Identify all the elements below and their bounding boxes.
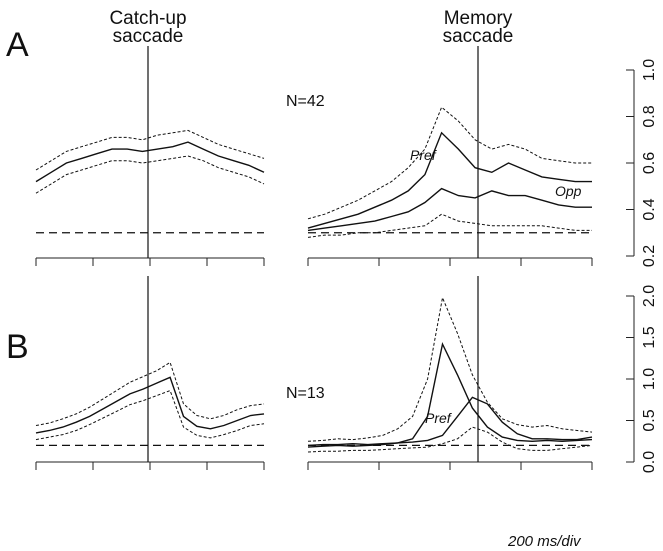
panel-b-y-tick-label: 0.0 <box>641 451 658 473</box>
panel-a-catchup-series-mean <box>35 141 265 183</box>
panel-a-memory-series-upper <box>307 106 592 220</box>
panel-b-memory-series-second <box>307 396 593 447</box>
panel-a-catchup-series-upper <box>35 129 265 171</box>
panel-b-n-label: N=13 <box>286 385 325 402</box>
panel-b-catchup-series-upper <box>35 361 265 426</box>
panel-a-memory-series-pref <box>307 131 592 229</box>
plot-layer: Pref Opp 0.2 0.4 0.6 0.8 1.0 Pref 0.0 0.5 1.0 1.5 2.… <box>35 46 658 473</box>
panel-b-y-tick-label: 2.0 <box>641 285 658 307</box>
panel-a-y-tick-label: 0.6 <box>641 152 658 174</box>
panel-b-memory-series-pref <box>307 341 593 448</box>
panel-b-memory-label-pref: Pref <box>425 410 453 426</box>
panel-b-memory-series-upper <box>307 295 593 442</box>
panel-a-memory-label-opp: Opp <box>555 183 582 199</box>
panel-a-y-tick-label: 1.0 <box>641 59 658 81</box>
panel-a-y-tick-label: 0.8 <box>641 105 658 127</box>
right-column-title: Memory saccade <box>443 8 514 47</box>
panel-b-letter: B <box>6 328 29 366</box>
panel-b-catchup-series-mean <box>35 376 265 434</box>
panel-b-y-tick-label: 1.5 <box>641 326 658 348</box>
panel-a-memory-label-pref: Pref <box>410 147 438 163</box>
panel-a-letter: A <box>6 26 29 64</box>
panel-b-memory-series-lower <box>307 426 593 453</box>
panel-a-catchup-series-lower <box>35 155 265 194</box>
panel-b-y-tick-label: 1.0 <box>641 368 658 390</box>
panel-a-n-label: N=42 <box>286 93 325 110</box>
panel-a-memory-series-opp <box>307 187 592 232</box>
panel-a-y-tick-label: 0.2 <box>641 245 658 267</box>
panel-b-catchup-series-lower <box>35 389 265 441</box>
left-column-title: Catch-up saccade <box>109 8 186 47</box>
time-scale-label: 200 ms/div <box>507 533 582 550</box>
panel-a-y-tick-label: 0.4 <box>641 198 658 220</box>
panel-b-y-tick-label: 0.5 <box>641 409 658 431</box>
panel-a-memory-series-lower <box>307 213 592 238</box>
